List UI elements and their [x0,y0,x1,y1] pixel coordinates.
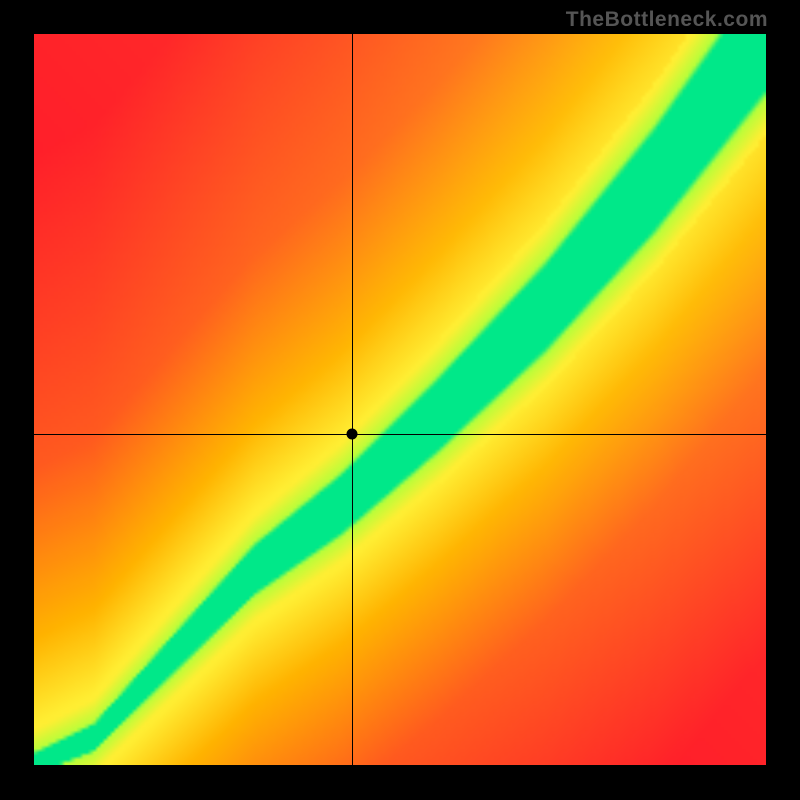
crosshair-marker [347,428,358,439]
crosshair-horizontal [34,434,766,435]
watermark-text: TheBottleneck.com [566,8,768,32]
heatmap-canvas [34,34,766,765]
heatmap-plot [34,34,766,765]
crosshair-vertical [352,34,353,765]
